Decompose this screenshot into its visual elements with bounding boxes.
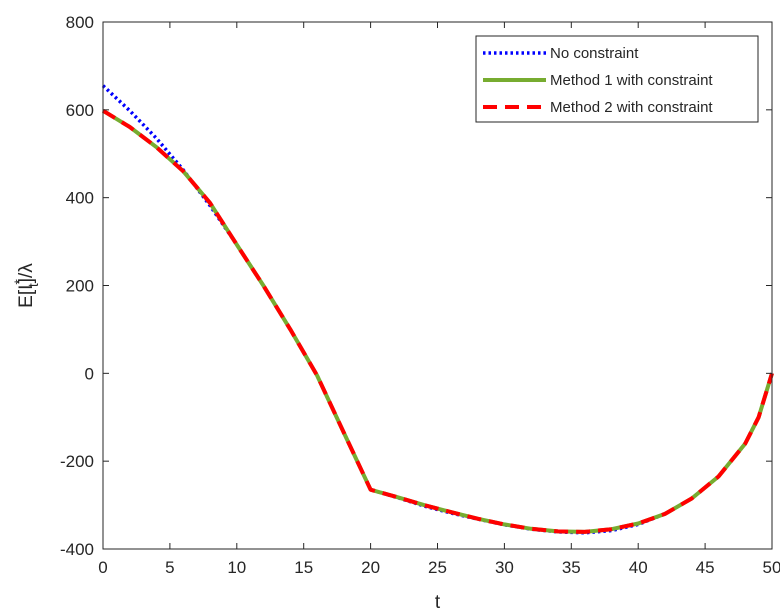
x-axis-label: t bbox=[435, 592, 441, 612]
x-tick-label: 25 bbox=[428, 558, 447, 577]
y-tick-label: 0 bbox=[85, 364, 94, 383]
y-tick-label: -200 bbox=[60, 452, 94, 471]
x-tick-label: 30 bbox=[495, 558, 514, 577]
series-layer bbox=[101, 84, 774, 535]
y-tick-label: 600 bbox=[66, 101, 94, 120]
x-tick-label: 15 bbox=[294, 558, 313, 577]
legend-label-2: Method 1 with constraint bbox=[550, 72, 713, 89]
x-tick-label: 10 bbox=[227, 558, 246, 577]
legend: No constraint Method 1 with constraint Met… bbox=[475, 35, 759, 123]
legend-label-1: No constraint bbox=[550, 45, 639, 62]
x-tick-label: 20 bbox=[361, 558, 380, 577]
y-axis-label: E[I*t]/λ bbox=[11, 263, 41, 308]
x-tick-label: 35 bbox=[562, 558, 581, 577]
x-tick-label: 45 bbox=[696, 558, 715, 577]
y-tick-label: -400 bbox=[60, 540, 94, 559]
x-tick-label: 50 bbox=[763, 558, 780, 577]
x-tick-label: 5 bbox=[165, 558, 174, 577]
y-tick-label: 400 bbox=[66, 189, 94, 208]
x-tick-label: 0 bbox=[98, 558, 107, 577]
y-tick-label: 200 bbox=[66, 277, 94, 296]
x-tick-label: 40 bbox=[629, 558, 648, 577]
y-tick-label: 800 bbox=[66, 13, 94, 32]
legend-label-3: Method 2 with constraint bbox=[550, 99, 713, 116]
series-line-3 bbox=[101, 108, 774, 534]
